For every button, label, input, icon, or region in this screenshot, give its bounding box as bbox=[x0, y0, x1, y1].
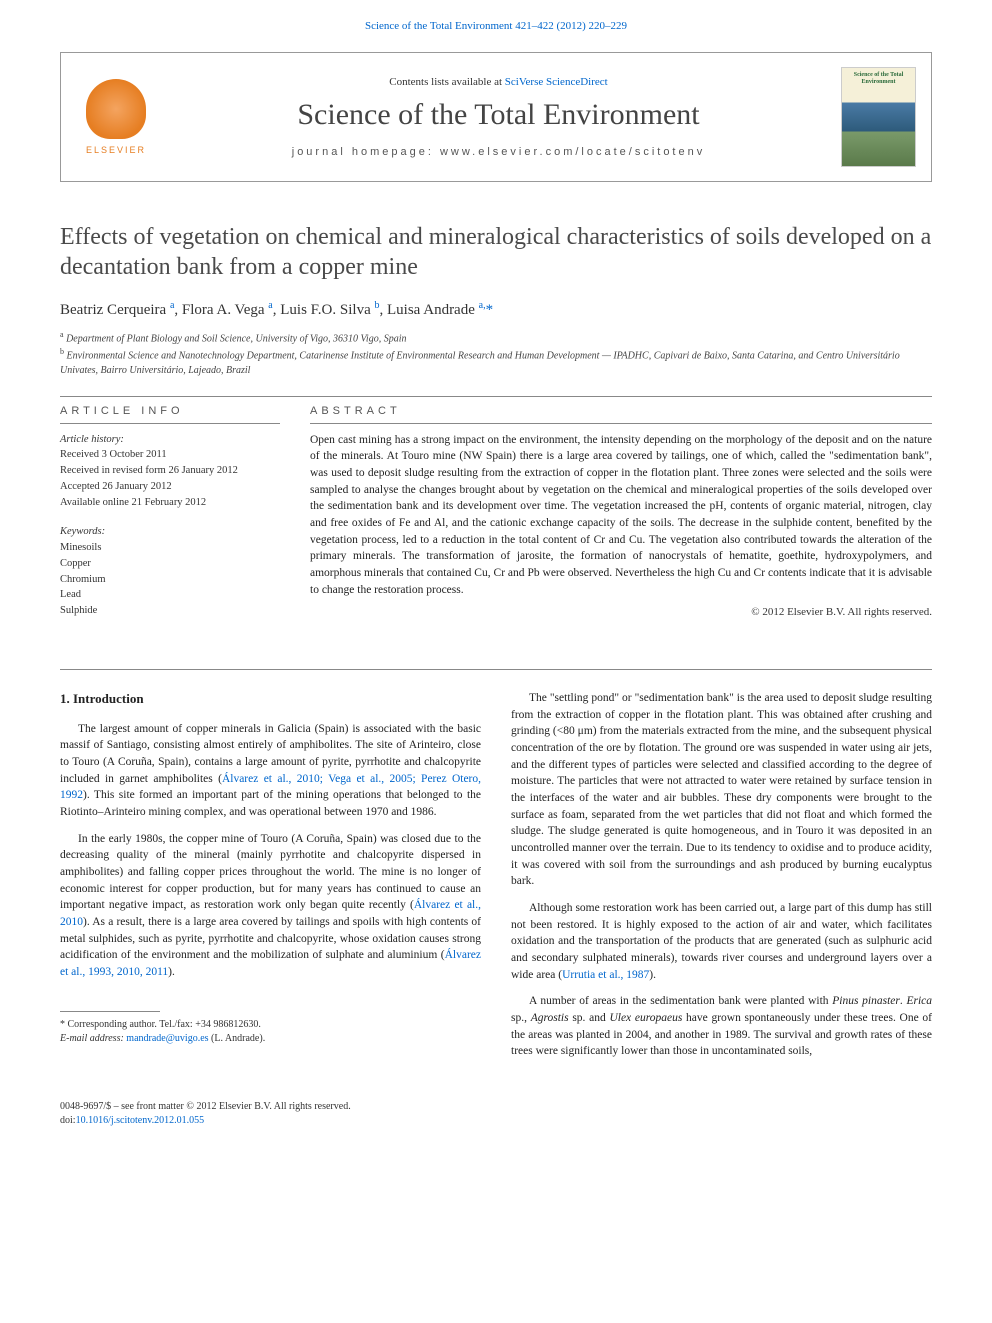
doi-line: doi:10.1016/j.scitotenv.2012.01.055 bbox=[60, 1114, 932, 1128]
email-line: E-mail address: mandrade@uvigo.es (L. An… bbox=[60, 1032, 481, 1046]
article-info-column: ARTICLE INFO Article history: Received 3… bbox=[60, 405, 280, 619]
corresponding-author-footnote: * Corresponding author. Tel./fax: +34 98… bbox=[60, 1018, 481, 1046]
article-front-matter: Effects of vegetation on chemical and mi… bbox=[0, 182, 992, 649]
authors-line: Beatriz Cerqueira a, Flora A. Vega a, Lu… bbox=[60, 300, 932, 319]
left-paragraphs: The largest amount of copper minerals in… bbox=[60, 721, 481, 981]
history-label: Article history: bbox=[60, 432, 280, 448]
section-divider bbox=[60, 396, 932, 397]
abstract-column: ABSTRACT Open cast mining has a strong i… bbox=[310, 405, 932, 619]
section-1-heading: 1. Introduction bbox=[60, 690, 481, 709]
affiliations: a Department of Plant Biology and Soil S… bbox=[60, 329, 932, 378]
left-column: 1. Introduction The largest amount of co… bbox=[60, 690, 481, 1070]
elsevier-label: ELSEVIER bbox=[86, 145, 146, 155]
article-history-block: Article history: Received 3 October 2011… bbox=[60, 432, 280, 511]
journal-homepage-line: journal homepage: www.elsevier.com/locat… bbox=[171, 146, 826, 158]
article-title: Effects of vegetation on chemical and mi… bbox=[60, 222, 932, 282]
right-column: The "settling pond" or "sedimentation ba… bbox=[511, 690, 932, 1070]
history-list: Received 3 October 2011Received in revis… bbox=[60, 447, 280, 510]
contents-available-line: Contents lists available at SciVerse Sci… bbox=[171, 76, 826, 88]
right-paragraphs: The "settling pond" or "sedimentation ba… bbox=[511, 690, 932, 1060]
homepage-url[interactable]: www.elsevier.com/locate/scitotenv bbox=[440, 146, 705, 158]
header-center: Contents lists available at SciVerse Sci… bbox=[156, 76, 841, 158]
journal-name: Science of the Total Environment bbox=[171, 98, 826, 132]
issn-line: 0048-9697/$ – see front matter © 2012 El… bbox=[60, 1100, 932, 1114]
abstract-divider bbox=[310, 423, 932, 424]
abstract-text: Open cast mining has a strong impact on … bbox=[310, 432, 932, 599]
journal-cover-thumbnail: Science of the Total Environment bbox=[841, 67, 916, 167]
elsevier-logo: ELSEVIER bbox=[76, 72, 156, 162]
abstract-copyright: © 2012 Elsevier B.V. All rights reserved… bbox=[310, 606, 932, 618]
page-footer: 0048-9697/$ – see front matter © 2012 El… bbox=[0, 1090, 992, 1158]
body-divider bbox=[60, 669, 932, 670]
keywords-block: Keywords: MinesoilsCopperChromiumLeadSul… bbox=[60, 524, 280, 619]
citation-header: Science of the Total Environment 421–422… bbox=[0, 0, 992, 42]
doi-link[interactable]: 10.1016/j.scitotenv.2012.01.055 bbox=[76, 1115, 205, 1126]
author-email-link[interactable]: mandrade@uvigo.es bbox=[126, 1033, 208, 1044]
citation-link[interactable]: Science of the Total Environment 421–422… bbox=[365, 20, 627, 32]
footnote-divider bbox=[60, 1011, 160, 1012]
info-abstract-row: ARTICLE INFO Article history: Received 3… bbox=[60, 405, 932, 619]
article-info-heading: ARTICLE INFO bbox=[60, 405, 280, 417]
body-columns: 1. Introduction The largest amount of co… bbox=[0, 690, 992, 1090]
abstract-heading: ABSTRACT bbox=[310, 405, 932, 417]
corresponding-line: * Corresponding author. Tel./fax: +34 98… bbox=[60, 1018, 481, 1032]
info-divider bbox=[60, 423, 280, 424]
keywords-list: MinesoilsCopperChromiumLeadSulphide bbox=[60, 540, 280, 619]
keywords-label: Keywords: bbox=[60, 524, 280, 540]
elsevier-tree-icon bbox=[86, 79, 146, 139]
journal-header-box: ELSEVIER Contents lists available at Sci… bbox=[60, 52, 932, 182]
sciencedirect-link[interactable]: SciVerse ScienceDirect bbox=[505, 76, 608, 88]
